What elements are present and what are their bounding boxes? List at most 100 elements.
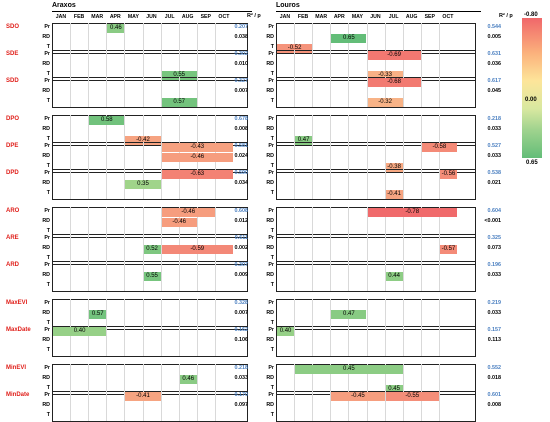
stat-header: R² / p	[499, 13, 513, 19]
month-gridline	[70, 391, 72, 421]
p-value: 0.024	[234, 153, 249, 159]
p-value: 0.009	[234, 272, 249, 278]
r2-value: 0.608	[234, 208, 249, 214]
p-value: 0.007	[234, 310, 249, 316]
month-gridline	[366, 234, 368, 264]
month-gridline	[420, 261, 422, 291]
month-gridline	[88, 326, 90, 356]
row-label: T	[270, 71, 274, 77]
month-gridline	[88, 23, 90, 53]
month-gridline	[330, 50, 332, 80]
month-gridline	[330, 234, 332, 264]
correlation-bar: -0.55	[385, 391, 439, 401]
row-label: RD	[42, 375, 50, 381]
correlation-bar: -0.33	[367, 70, 403, 80]
variable-label: DPO	[6, 116, 20, 122]
row-label: Pr	[44, 235, 50, 241]
month-gridline	[196, 391, 198, 421]
row-label: Pr	[268, 170, 274, 176]
data-panel	[52, 115, 248, 146]
month-gridline	[294, 261, 296, 291]
month-gridline	[366, 50, 368, 80]
month-gridline	[124, 234, 126, 264]
p-value: 0.036	[487, 61, 502, 67]
month-gridline	[160, 142, 162, 172]
row-label: RD	[266, 153, 274, 159]
variable-label: SDD	[6, 78, 19, 84]
month-gridline	[384, 50, 386, 80]
variable-label: DPD	[6, 170, 19, 176]
variable-label: ARD	[6, 262, 19, 268]
month-gridline	[142, 364, 144, 394]
site-title-underline	[276, 11, 481, 12]
color-scale-bar	[522, 18, 542, 158]
correlation-bar: -0.46	[161, 152, 233, 162]
month-gridline	[384, 115, 386, 145]
p-value: 0.012	[234, 218, 249, 224]
month-gridline	[88, 169, 90, 199]
row-label: T	[46, 71, 50, 77]
p-value: 0.002	[234, 245, 249, 251]
month-gridline	[420, 77, 422, 107]
correlation-bar: 0.57	[89, 309, 107, 319]
month-gridline	[106, 261, 108, 291]
month-gridline	[70, 326, 72, 356]
month-gridline	[142, 142, 144, 172]
month-gridline	[348, 364, 350, 394]
data-panel	[276, 234, 476, 265]
month-gridline	[196, 77, 198, 107]
month-gridline	[312, 23, 314, 53]
month-gridline	[178, 299, 180, 329]
month-gridline	[366, 364, 368, 394]
data-panel	[276, 169, 476, 200]
row-label: Pr	[44, 51, 50, 57]
month-gridline	[70, 115, 72, 145]
month-gridline	[214, 50, 216, 80]
correlation-bar: 0.55	[143, 271, 161, 281]
row-label: RD	[266, 337, 274, 343]
month-gridline	[402, 169, 404, 199]
month-gridline	[384, 299, 386, 329]
month-gridline	[330, 299, 332, 329]
month-gridline	[178, 364, 180, 394]
row-label: T	[270, 282, 274, 288]
month-gridline	[384, 77, 386, 107]
correlation-bar: 0.35	[125, 179, 161, 189]
month-gridline	[294, 23, 296, 53]
month-header: AUG	[181, 14, 194, 20]
row-label: RD	[42, 61, 50, 67]
month-gridline	[178, 169, 180, 199]
month-gridline	[178, 115, 180, 145]
r2-value: 0.325	[487, 235, 502, 241]
month-gridline	[366, 23, 368, 53]
row-label: T	[270, 190, 274, 196]
variable-label: MinEVI	[6, 365, 27, 371]
month-gridline	[142, 234, 144, 264]
row-label: RD	[266, 180, 274, 186]
month-gridline	[196, 299, 198, 329]
month-gridline	[88, 391, 90, 421]
r2-value: 0.604	[487, 208, 502, 214]
variable-label: SDO	[6, 24, 20, 30]
month-gridline	[196, 207, 198, 237]
row-label: RD	[266, 88, 274, 94]
month-gridline	[160, 115, 162, 145]
month-gridline	[142, 77, 144, 107]
row-label: Pr	[268, 262, 274, 268]
row-label: RD	[42, 34, 50, 40]
month-gridline	[142, 326, 144, 356]
row-label: T	[270, 44, 274, 50]
month-gridline	[106, 77, 108, 107]
month-gridline	[124, 391, 126, 421]
month-gridline	[348, 207, 350, 237]
r2-value: 0.544	[487, 24, 502, 30]
month-gridline	[70, 207, 72, 237]
month-gridline	[294, 142, 296, 172]
month-gridline	[106, 23, 108, 53]
month-gridline	[402, 207, 404, 237]
row-label: Pr	[44, 208, 50, 214]
month-header: MAY	[127, 14, 139, 20]
row-label: Pr	[268, 51, 274, 57]
month-gridline	[366, 169, 368, 199]
month-gridline	[124, 364, 126, 394]
